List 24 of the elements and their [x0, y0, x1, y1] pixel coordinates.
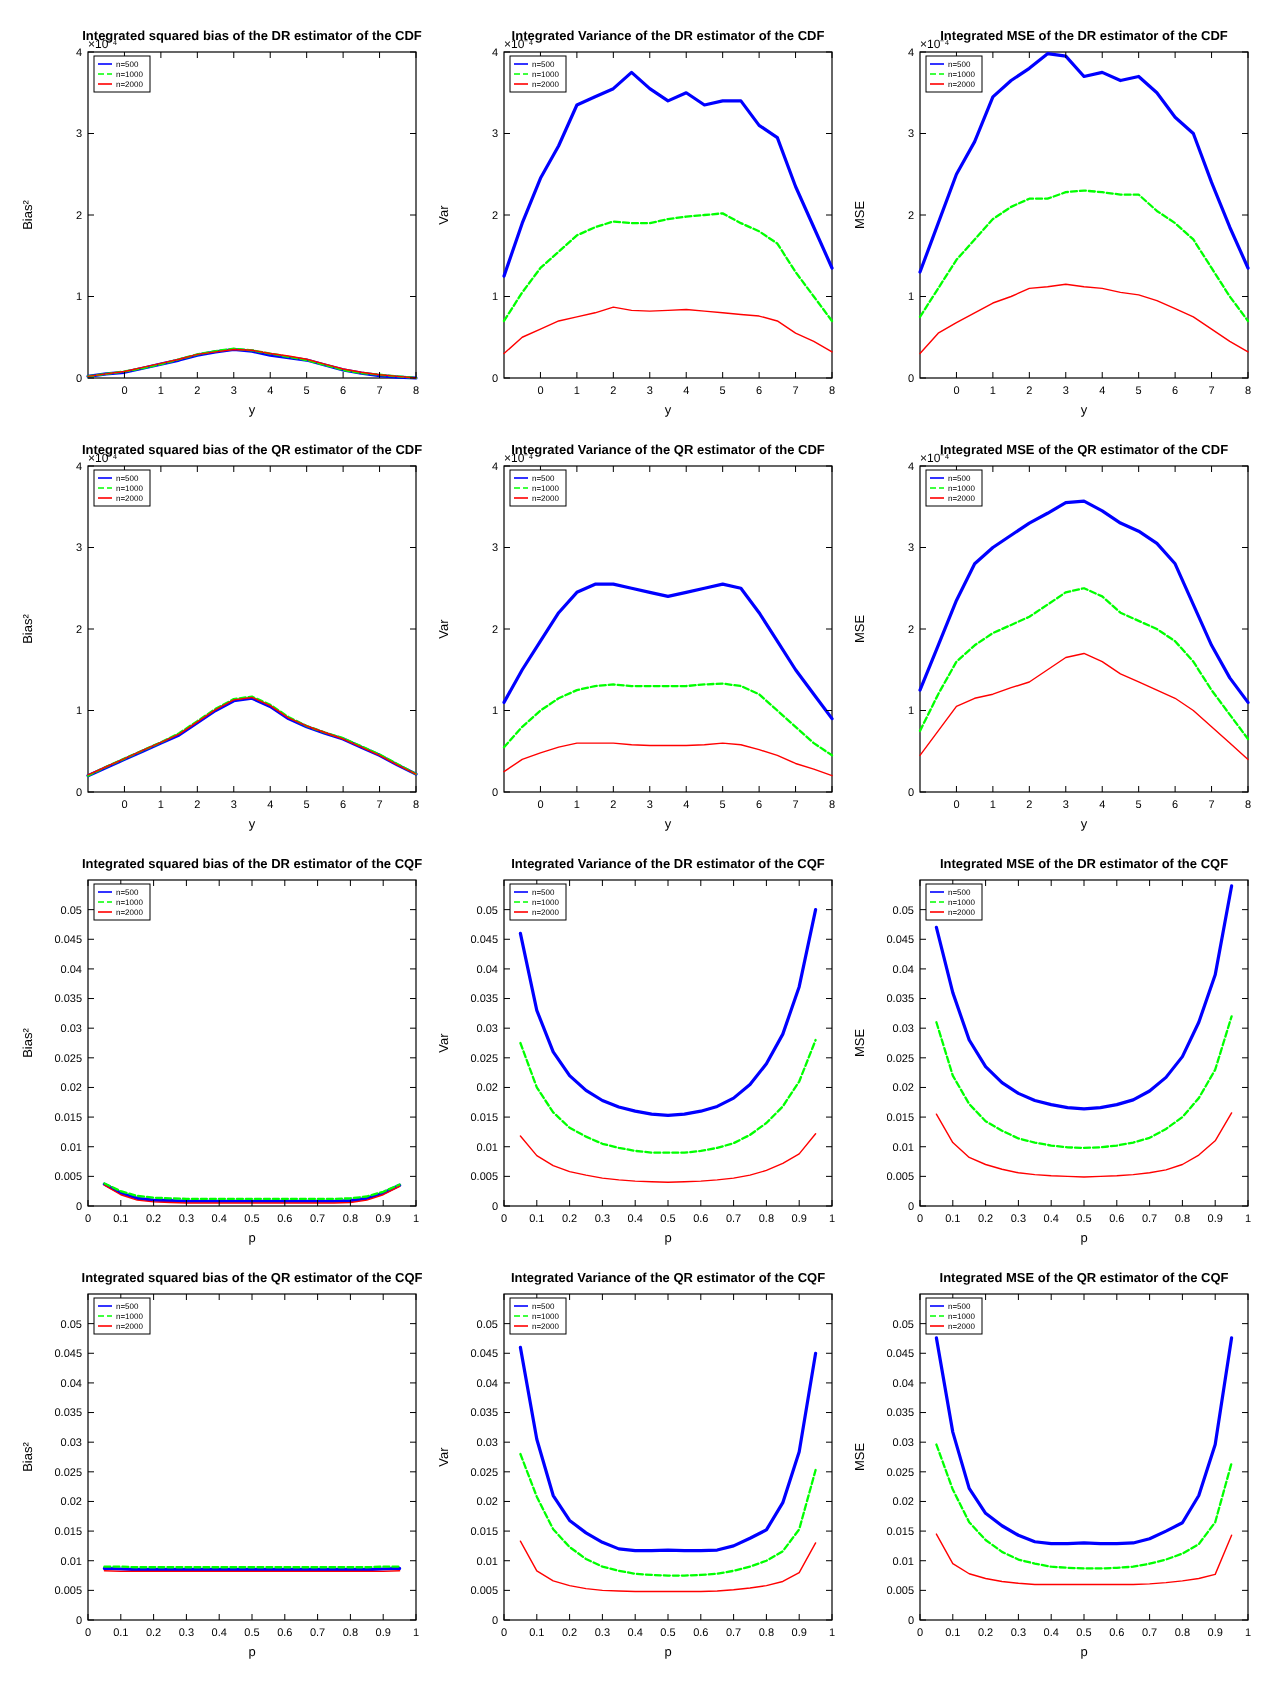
line-series	[935, 1112, 1233, 1178]
line-series	[502, 212, 834, 323]
line-series	[934, 1336, 1234, 1546]
line-series	[935, 1533, 1233, 1586]
line-series	[519, 1452, 817, 1577]
line-series	[503, 306, 833, 355]
line-series	[502, 582, 834, 721]
line-series	[918, 52, 1250, 274]
line-series	[519, 1038, 817, 1154]
line-series	[503, 742, 833, 777]
line-series	[935, 1015, 1233, 1150]
line-series	[519, 1132, 817, 1183]
line-series	[934, 884, 1234, 1111]
line-series	[919, 652, 1249, 761]
line-series	[502, 70, 834, 278]
line-series	[918, 587, 1250, 741]
line-series	[918, 189, 1250, 323]
line-series	[518, 1345, 818, 1553]
line-series	[518, 908, 818, 1117]
line-series	[919, 283, 1249, 355]
line-series	[519, 1540, 817, 1593]
line-series	[935, 1443, 1233, 1570]
line-series	[502, 682, 834, 757]
line-series	[918, 499, 1250, 704]
